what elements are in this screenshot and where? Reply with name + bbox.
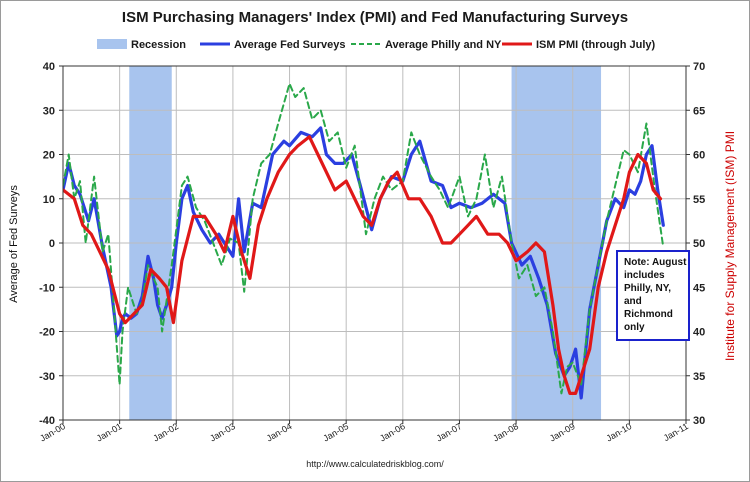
y-right-tick-label-3: 55 bbox=[693, 194, 705, 206]
x-tick-label-8: Jan-08 bbox=[491, 421, 520, 443]
y-left-tick-label-3: 10 bbox=[43, 194, 55, 206]
y-right-tick-label-5: 45 bbox=[693, 282, 705, 294]
y-axis-left-label: Average of Fed Surveys bbox=[8, 185, 20, 303]
note-box: Note: August includes Philly, NY, and Richmo… bbox=[616, 250, 690, 341]
y-left-tick-label-0: 40 bbox=[43, 61, 55, 73]
x-tick-label-3: Jan-03 bbox=[208, 421, 237, 443]
note-line-0: Note: August bbox=[624, 257, 687, 268]
legend-label-average-fed-surveys: Average Fed Surveys bbox=[234, 39, 345, 51]
note-line-1: includes bbox=[624, 270, 665, 281]
note-box-border bbox=[616, 250, 690, 341]
x-tick-label-4: Jan-04 bbox=[265, 421, 294, 443]
source-url: http://www.calculatedriskblog.com/ bbox=[306, 459, 444, 469]
series-ism-pmi-through-july bbox=[63, 135, 663, 395]
y-right-tick-label-6: 40 bbox=[693, 327, 705, 339]
y-right-tick-label-0: 70 bbox=[693, 61, 705, 73]
y-left-tick-label-7: -30 bbox=[39, 371, 55, 383]
y-left-tick-label-1: 30 bbox=[43, 105, 55, 117]
legend-label-ism-pmi-through-july: ISM PMI (through July) bbox=[536, 39, 655, 51]
legend-label-average-philly-and-ny: Average Philly and NY bbox=[385, 39, 502, 51]
y-left-tick-label-8: -40 bbox=[39, 415, 55, 427]
note-line-4: Richmond bbox=[624, 309, 673, 320]
x-tick-label-11: Jan-11 bbox=[662, 421, 690, 443]
x-tick-label-9: Jan-09 bbox=[548, 421, 577, 443]
series-average-philly-and-ny bbox=[63, 82, 665, 395]
x-tick-label-1: Jan-01 bbox=[95, 421, 124, 443]
y-left-tick-label-5: -10 bbox=[39, 282, 55, 294]
y-right-tick-label-4: 50 bbox=[693, 238, 705, 250]
x-axis: Jan-00 Jan-01 Jan-02 Jan-03 Jan-04 Jan-05 Jan-… bbox=[38, 420, 690, 443]
x-tick-label-2: Jan-02 bbox=[151, 421, 180, 443]
note-line-3: and bbox=[624, 296, 642, 307]
x-tick-label-7: Jan-07 bbox=[435, 421, 464, 443]
legend-label-recession: Recession bbox=[131, 39, 186, 51]
y-axis-left: 40 30 20 10 0 -10 -20 -30 -40 bbox=[39, 61, 63, 427]
y-right-tick-label-7: 35 bbox=[693, 371, 705, 383]
x-tick-label-5: Jan-05 bbox=[321, 421, 350, 443]
y-right-tick-label-2: 60 bbox=[693, 150, 705, 162]
y-left-tick-label-4: 0 bbox=[49, 238, 55, 250]
legend-swatch-recession bbox=[97, 39, 127, 49]
chart-title: ISM Purchasing Managers' Index (PMI) and… bbox=[122, 9, 628, 26]
y-right-tick-label-8: 30 bbox=[693, 415, 705, 427]
y-left-tick-label-6: -20 bbox=[39, 327, 55, 339]
series-lines bbox=[63, 82, 665, 400]
x-tick-label-10: Jan-10 bbox=[605, 421, 634, 443]
legend: Recession Average Fed Surveys Average Phil… bbox=[97, 39, 655, 51]
y-left-tick-label-2: 20 bbox=[43, 150, 55, 162]
x-tick-label-6: Jan-06 bbox=[378, 421, 407, 443]
note-line-2: Philly, NY, bbox=[624, 283, 671, 294]
y-axis-right-label: Institute for Supply Management (ISM) PM… bbox=[723, 131, 737, 361]
y-axis-right: 70 65 60 55 50 45 40 35 30 bbox=[686, 61, 705, 427]
note-line-5: only bbox=[624, 322, 645, 333]
y-right-tick-label-1: 65 bbox=[693, 105, 705, 117]
